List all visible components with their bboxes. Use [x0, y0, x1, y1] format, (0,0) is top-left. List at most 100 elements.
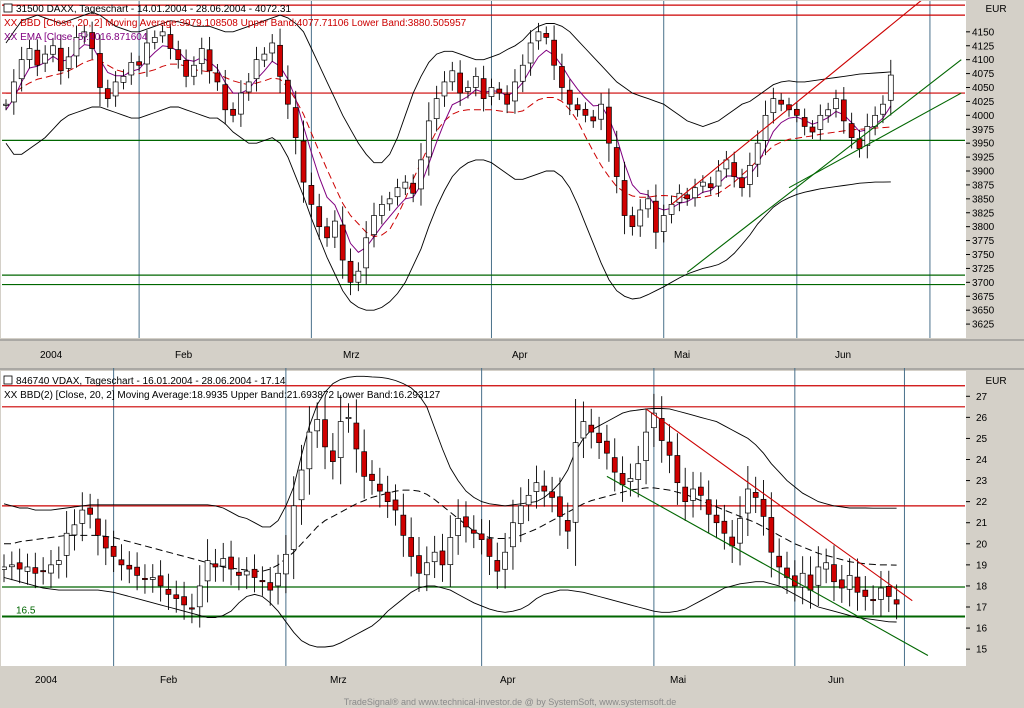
candle[interactable]: [494, 542, 501, 589]
candle[interactable]: [324, 217, 330, 247]
candle[interactable]: [40, 557, 47, 585]
candle[interactable]: [159, 24, 166, 43]
candle[interactable]: [504, 85, 510, 114]
legend-box-icon[interactable]: [3, 3, 13, 13]
top-plot-area[interactable]: [1, 1, 966, 338]
candle[interactable]: [120, 69, 127, 90]
candle[interactable]: [228, 540, 234, 586]
candle[interactable]: [776, 538, 783, 585]
candle[interactable]: [488, 78, 495, 106]
candle[interactable]: [128, 52, 135, 85]
candle[interactable]: [465, 80, 471, 99]
candle[interactable]: [793, 102, 800, 123]
candle[interactable]: [692, 178, 698, 207]
candle[interactable]: [588, 408, 595, 449]
candle[interactable]: [42, 45, 49, 73]
legend-box-icon[interactable]: [3, 375, 13, 385]
candle[interactable]: [418, 143, 424, 206]
candle[interactable]: [10, 69, 17, 115]
candle[interactable]: [817, 104, 824, 141]
candle[interactable]: [637, 199, 644, 237]
candle[interactable]: [73, 25, 80, 68]
candle[interactable]: [204, 539, 211, 603]
candle[interactable]: [386, 191, 393, 211]
candle[interactable]: [214, 64, 221, 91]
candle[interactable]: [32, 552, 39, 589]
candle[interactable]: [322, 397, 328, 470]
moving-average-line[interactable]: [6, 59, 891, 238]
candle[interactable]: [572, 399, 579, 566]
candle[interactable]: [173, 580, 180, 613]
candle[interactable]: [674, 433, 681, 505]
dax-ema-legend[interactable]: XX EMA [Close, 5]:4016.871604: [4, 32, 148, 43]
candle[interactable]: [535, 22, 542, 50]
candle[interactable]: [551, 25, 557, 80]
candle[interactable]: [79, 492, 86, 542]
candle[interactable]: [363, 221, 370, 285]
candle[interactable]: [243, 557, 250, 590]
candle[interactable]: [314, 402, 321, 448]
candle[interactable]: [2, 554, 7, 583]
candle[interactable]: [222, 69, 229, 125]
candle[interactable]: [408, 517, 415, 577]
candle[interactable]: [527, 30, 534, 76]
candle[interactable]: [752, 476, 759, 514]
candle[interactable]: [316, 193, 323, 240]
candle[interactable]: [621, 161, 628, 235]
candle[interactable]: [55, 546, 62, 579]
candle[interactable]: [337, 394, 344, 485]
candle[interactable]: [144, 30, 150, 77]
candle[interactable]: [175, 40, 182, 69]
candle[interactable]: [26, 39, 33, 69]
candle[interactable]: [778, 93, 785, 112]
candle[interactable]: [376, 467, 383, 508]
candle[interactable]: [151, 30, 158, 50]
candle[interactable]: [707, 176, 714, 195]
candle[interactable]: [410, 174, 417, 203]
candle[interactable]: [682, 467, 689, 521]
candle[interactable]: [885, 570, 892, 613]
candle[interactable]: [269, 34, 276, 62]
candle[interactable]: [118, 544, 125, 581]
candle[interactable]: [198, 37, 205, 75]
candle[interactable]: [823, 548, 830, 584]
candle[interactable]: [347, 248, 354, 296]
candle[interactable]: [18, 46, 25, 92]
candle[interactable]: [425, 102, 432, 176]
candle[interactable]: [559, 53, 565, 101]
candle[interactable]: [480, 65, 487, 112]
candle[interactable]: [737, 496, 743, 566]
candle[interactable]: [245, 73, 252, 101]
trendline[interactable]: [671, 0, 962, 205]
candle[interactable]: [543, 26, 550, 45]
candle[interactable]: [754, 130, 761, 178]
candle[interactable]: [134, 552, 140, 591]
candle[interactable]: [24, 553, 31, 585]
candle[interactable]: [786, 97, 792, 117]
candle[interactable]: [330, 433, 336, 480]
candle[interactable]: [598, 93, 604, 131]
candle[interactable]: [651, 393, 657, 447]
candle[interactable]: [533, 465, 540, 509]
candle[interactable]: [191, 56, 197, 86]
candle[interactable]: [230, 102, 236, 123]
candle[interactable]: [746, 152, 753, 198]
candle[interactable]: [149, 564, 156, 593]
candle[interactable]: [290, 476, 297, 580]
trendline[interactable]: [686, 59, 962, 273]
candle[interactable]: [441, 71, 448, 107]
candle[interactable]: [89, 21, 95, 60]
candle[interactable]: [267, 566, 274, 606]
candle[interactable]: [517, 487, 524, 543]
candle[interactable]: [212, 548, 219, 582]
lower-bollinger-band[interactable]: [5, 106, 891, 311]
candle[interactable]: [658, 396, 665, 463]
candle[interactable]: [431, 535, 438, 579]
top-price-axis[interactable]: [967, 1, 1022, 338]
candle[interactable]: [57, 34, 64, 85]
candle[interactable]: [893, 584, 900, 620]
candle[interactable]: [142, 564, 148, 594]
candle[interactable]: [369, 460, 375, 495]
candle[interactable]: [463, 501, 469, 543]
candle[interactable]: [525, 478, 532, 522]
